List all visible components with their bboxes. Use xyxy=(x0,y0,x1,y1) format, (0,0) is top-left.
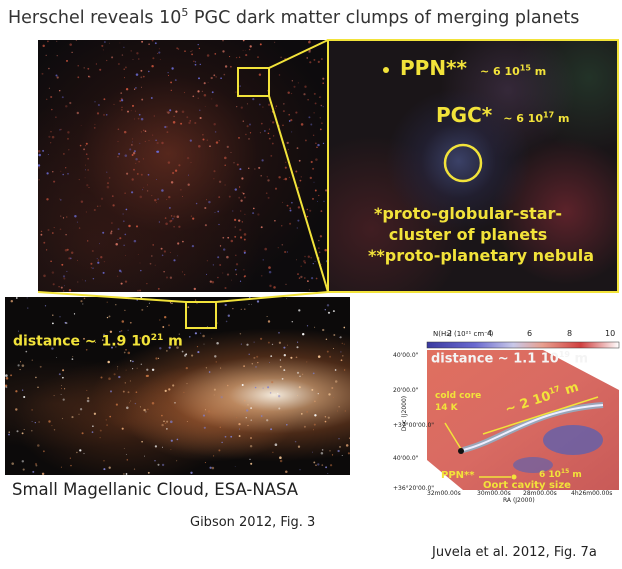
smc-starfield xyxy=(5,297,350,475)
zoom-inset-image: PPN** ~ 6 1015 m PGC* ~ 6 1017 m *proto-… xyxy=(328,40,618,292)
ppn-size: ~ 6 1015 m xyxy=(479,63,547,78)
smc-image: distance ~ 1.9 1021 m xyxy=(5,297,350,475)
colorbar xyxy=(426,341,620,349)
y-axis-label: Dec (J2000) xyxy=(401,395,409,432)
oort-cavity-label: Oort cavity size xyxy=(483,480,571,491)
ppn-marker xyxy=(383,67,389,73)
footnote-pgc-line2: cluster of planets xyxy=(388,225,548,244)
pgc-size: ~ 6 1017 m xyxy=(503,110,570,125)
y-tick-4: 40'00.0" xyxy=(393,455,419,462)
title-prefix: Herschel reveals 10 xyxy=(8,7,182,28)
pgc-label: PGC* xyxy=(436,103,493,127)
title-exponent: 5 xyxy=(181,6,189,19)
juvela-ppn-label: PPN** xyxy=(441,470,475,481)
pgc-label-group: PGC* ~ 6 1017 m xyxy=(436,103,569,127)
y-tick-2: 20'00.0" xyxy=(393,387,419,394)
smc-distance: distance ~ 1.9 1021 m xyxy=(13,333,183,350)
y-tick-5: +36°20'00.0" xyxy=(393,485,435,492)
smc-caption: Small Magellanic Cloud, ESA-NASA xyxy=(12,480,299,499)
juvela-caption: Juvela et al. 2012, Fig. 7a xyxy=(432,545,597,560)
x-tick-1: 32m00.00s xyxy=(427,490,461,497)
juvela-map-figure: N(H₂) (10²¹ cm⁻²) 2 4 6 8 10 40'00.0" 20… xyxy=(393,330,622,505)
gibson-caption: Gibson 2012, Fig. 3 xyxy=(190,515,316,530)
juvela-map xyxy=(426,341,620,490)
y-tick-1: 40'00.0" xyxy=(393,352,419,359)
cold-core-label: cold core 14 K xyxy=(435,391,482,413)
y-tick-3: +37°00'00.0" xyxy=(393,422,435,429)
ppn-label: PPN** xyxy=(400,56,467,80)
pgc-circle xyxy=(443,143,483,183)
title-suffix: PGC dark matter clumps of merging planet… xyxy=(188,7,580,28)
colorbar-title: N(H₂) (10²¹ cm⁻²) xyxy=(433,330,494,338)
length-arrow xyxy=(482,396,599,435)
ppn-label-group: PPN** ~ 6 1015 m xyxy=(400,56,546,80)
juvela-ppn-size: 6 1015 m xyxy=(539,468,582,480)
herschel-field-image xyxy=(38,40,328,292)
starfield xyxy=(38,40,328,292)
footnote-pgc-line1: *proto-globular-star- xyxy=(373,204,563,223)
x-tick-4: 4h26m00.00s xyxy=(571,490,613,497)
juvela-distance: distance ~ 1.1 1019 m xyxy=(431,350,589,367)
page-title: Herschel reveals 105 PGC dark matter clu… xyxy=(8,6,618,28)
x-tick-2: 30m00.00s xyxy=(477,490,511,497)
x-tick-3: 28m00.00s xyxy=(523,490,557,497)
x-axis-label: RA (J2000) xyxy=(503,497,535,504)
cold-core-arrow xyxy=(444,422,462,450)
filament-core xyxy=(462,404,604,451)
footnotes: *proto-globular-star- cluster of planets… xyxy=(368,203,595,266)
footnote-ppn: **proto-planetary nebula xyxy=(368,246,595,265)
